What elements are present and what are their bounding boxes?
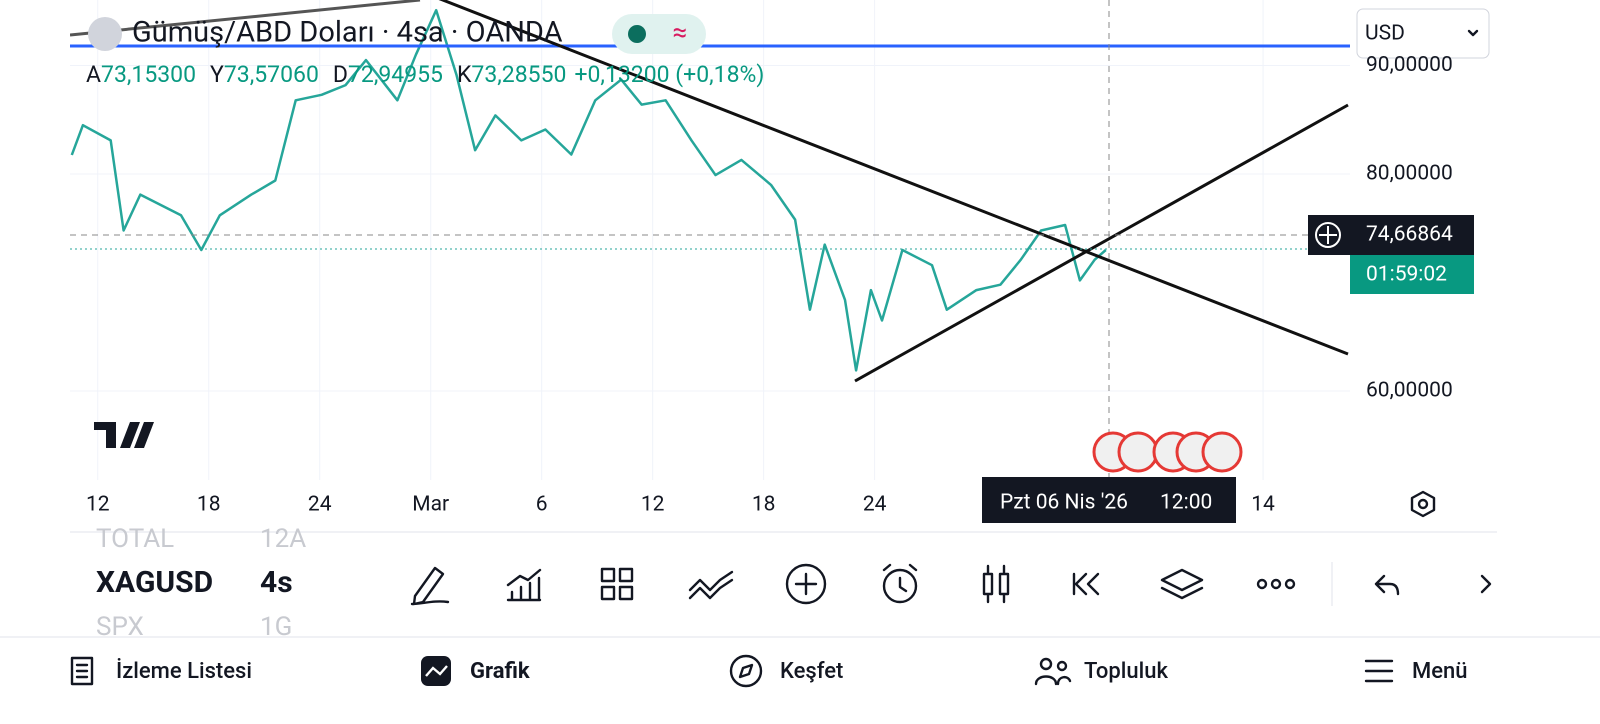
ohlc-key: K bbox=[457, 61, 472, 88]
indicators[interactable] bbox=[506, 568, 542, 602]
price-line bbox=[70, 8, 1107, 372]
x-tick-label: 24 bbox=[863, 493, 887, 517]
countdown: 01:59:02 bbox=[1366, 263, 1447, 287]
x-tick-label: 24 bbox=[308, 493, 332, 517]
series bbox=[70, 8, 1107, 372]
x-tick-label: Mar bbox=[412, 493, 449, 517]
countdown-box bbox=[1350, 255, 1474, 294]
more[interactable] bbox=[1256, 578, 1268, 590]
templates[interactable] bbox=[688, 570, 734, 600]
alert-hands bbox=[882, 563, 918, 593]
ohlc-key: D bbox=[333, 61, 348, 88]
watch-symbol[interactable]: XAGUSD bbox=[96, 565, 213, 600]
nav-label[interactable]: Topluluk bbox=[1084, 659, 1168, 684]
crosshair-price: 74,66864 bbox=[1366, 223, 1453, 247]
draw-tool[interactable] bbox=[410, 566, 450, 606]
add-tool[interactable] bbox=[785, 563, 827, 605]
market-status bbox=[628, 25, 646, 43]
undo[interactable] bbox=[1374, 574, 1400, 596]
trend-line bbox=[438, 0, 1349, 356]
chart-type[interactable] bbox=[982, 564, 1010, 604]
ohlc-change: +0,13200 (+0,18%) bbox=[574, 61, 764, 88]
events bbox=[1092, 431, 1243, 473]
trend-line bbox=[70, 0, 421, 37]
compass bbox=[738, 663, 754, 679]
trend-line bbox=[854, 103, 1349, 383]
ohlc-value: 73,15300 bbox=[101, 61, 196, 88]
drawings bbox=[70, 0, 1350, 480]
settings-dot bbox=[1417, 498, 1429, 510]
symbol-icon bbox=[88, 17, 122, 51]
y-tick-label: 60,00000 bbox=[1366, 379, 1453, 403]
ohlc-value: 72,94955 bbox=[348, 61, 443, 88]
settings-icon[interactable] bbox=[1410, 490, 1436, 518]
tooltip-time: 12:00 bbox=[1160, 491, 1212, 515]
layers[interactable] bbox=[1160, 568, 1204, 600]
currency-select[interactable] bbox=[1356, 8, 1490, 59]
nav-label[interactable]: Grafik bbox=[470, 659, 530, 684]
x-tick-label: 12 bbox=[641, 493, 665, 517]
redo[interactable] bbox=[1480, 574, 1492, 594]
replay[interactable] bbox=[1072, 572, 1100, 596]
nav-label[interactable]: Menü bbox=[1412, 659, 1468, 684]
tooltip-date: Pzt 06 Nis '26 bbox=[1000, 491, 1128, 515]
nav-label[interactable]: Keşfet bbox=[780, 659, 843, 684]
plus-ring bbox=[1315, 222, 1341, 248]
y-tick-label: 90,00000 bbox=[1366, 53, 1453, 77]
watchlist-icon[interactable] bbox=[70, 656, 94, 686]
time-tooltip bbox=[982, 477, 1236, 523]
ohlc-value: 73,57060 bbox=[224, 61, 319, 88]
add-plus bbox=[794, 572, 818, 596]
watch-interval[interactable]: 4s bbox=[260, 565, 293, 600]
plus bbox=[1319, 226, 1337, 244]
currency[interactable]: USD bbox=[1365, 22, 1405, 46]
ohlc: A73,15300 Y73,57060 D72,94955 K73,28550 +0,1… bbox=[86, 61, 764, 88]
x-tick-label: 18 bbox=[752, 493, 776, 517]
y-tick-label: 80,00000 bbox=[1366, 162, 1453, 186]
bottom-nav: İzleme Listesi Grafik Keşfet Topluluk Menü bbox=[116, 658, 1468, 684]
symbol-title[interactable]: Gümüş/ABD Doları · 4sa · OANDA bbox=[132, 16, 563, 50]
toolbar bbox=[410, 562, 1492, 606]
chart-icon-line bbox=[425, 665, 448, 677]
x-tick-label: 12 bbox=[86, 493, 110, 517]
community-icon[interactable] bbox=[1034, 657, 1072, 686]
ohlc-value: 73,28550 bbox=[471, 61, 566, 88]
grid bbox=[70, 0, 1350, 480]
logo bbox=[94, 422, 154, 448]
event[interactable] bbox=[1117, 431, 1159, 473]
x-tick-label: 14 bbox=[1251, 493, 1275, 517]
ohlc-key: A bbox=[86, 61, 101, 88]
menu-icon[interactable] bbox=[1364, 659, 1394, 683]
x-tick-label: 18 bbox=[197, 493, 221, 517]
status-pill[interactable] bbox=[612, 14, 706, 54]
delay-icon: ≈ bbox=[673, 18, 688, 48]
more bbox=[1284, 578, 1296, 590]
nav-label[interactable]: İzleme Listesi bbox=[116, 658, 252, 684]
crosshair-price-box bbox=[1350, 215, 1474, 255]
explore-icon[interactable] bbox=[729, 654, 763, 688]
alert[interactable] bbox=[882, 568, 918, 604]
dropdown-arrow bbox=[1467, 29, 1479, 37]
watch-interval[interactable]: 12A bbox=[260, 524, 306, 554]
x-tick-label: 6 bbox=[536, 493, 548, 517]
ohlc-key: Y bbox=[210, 61, 224, 88]
watch-symbol[interactable]: TOTAL bbox=[96, 524, 174, 554]
event[interactable] bbox=[1201, 431, 1243, 473]
layouts[interactable] bbox=[600, 567, 634, 601]
more bbox=[1270, 578, 1282, 590]
